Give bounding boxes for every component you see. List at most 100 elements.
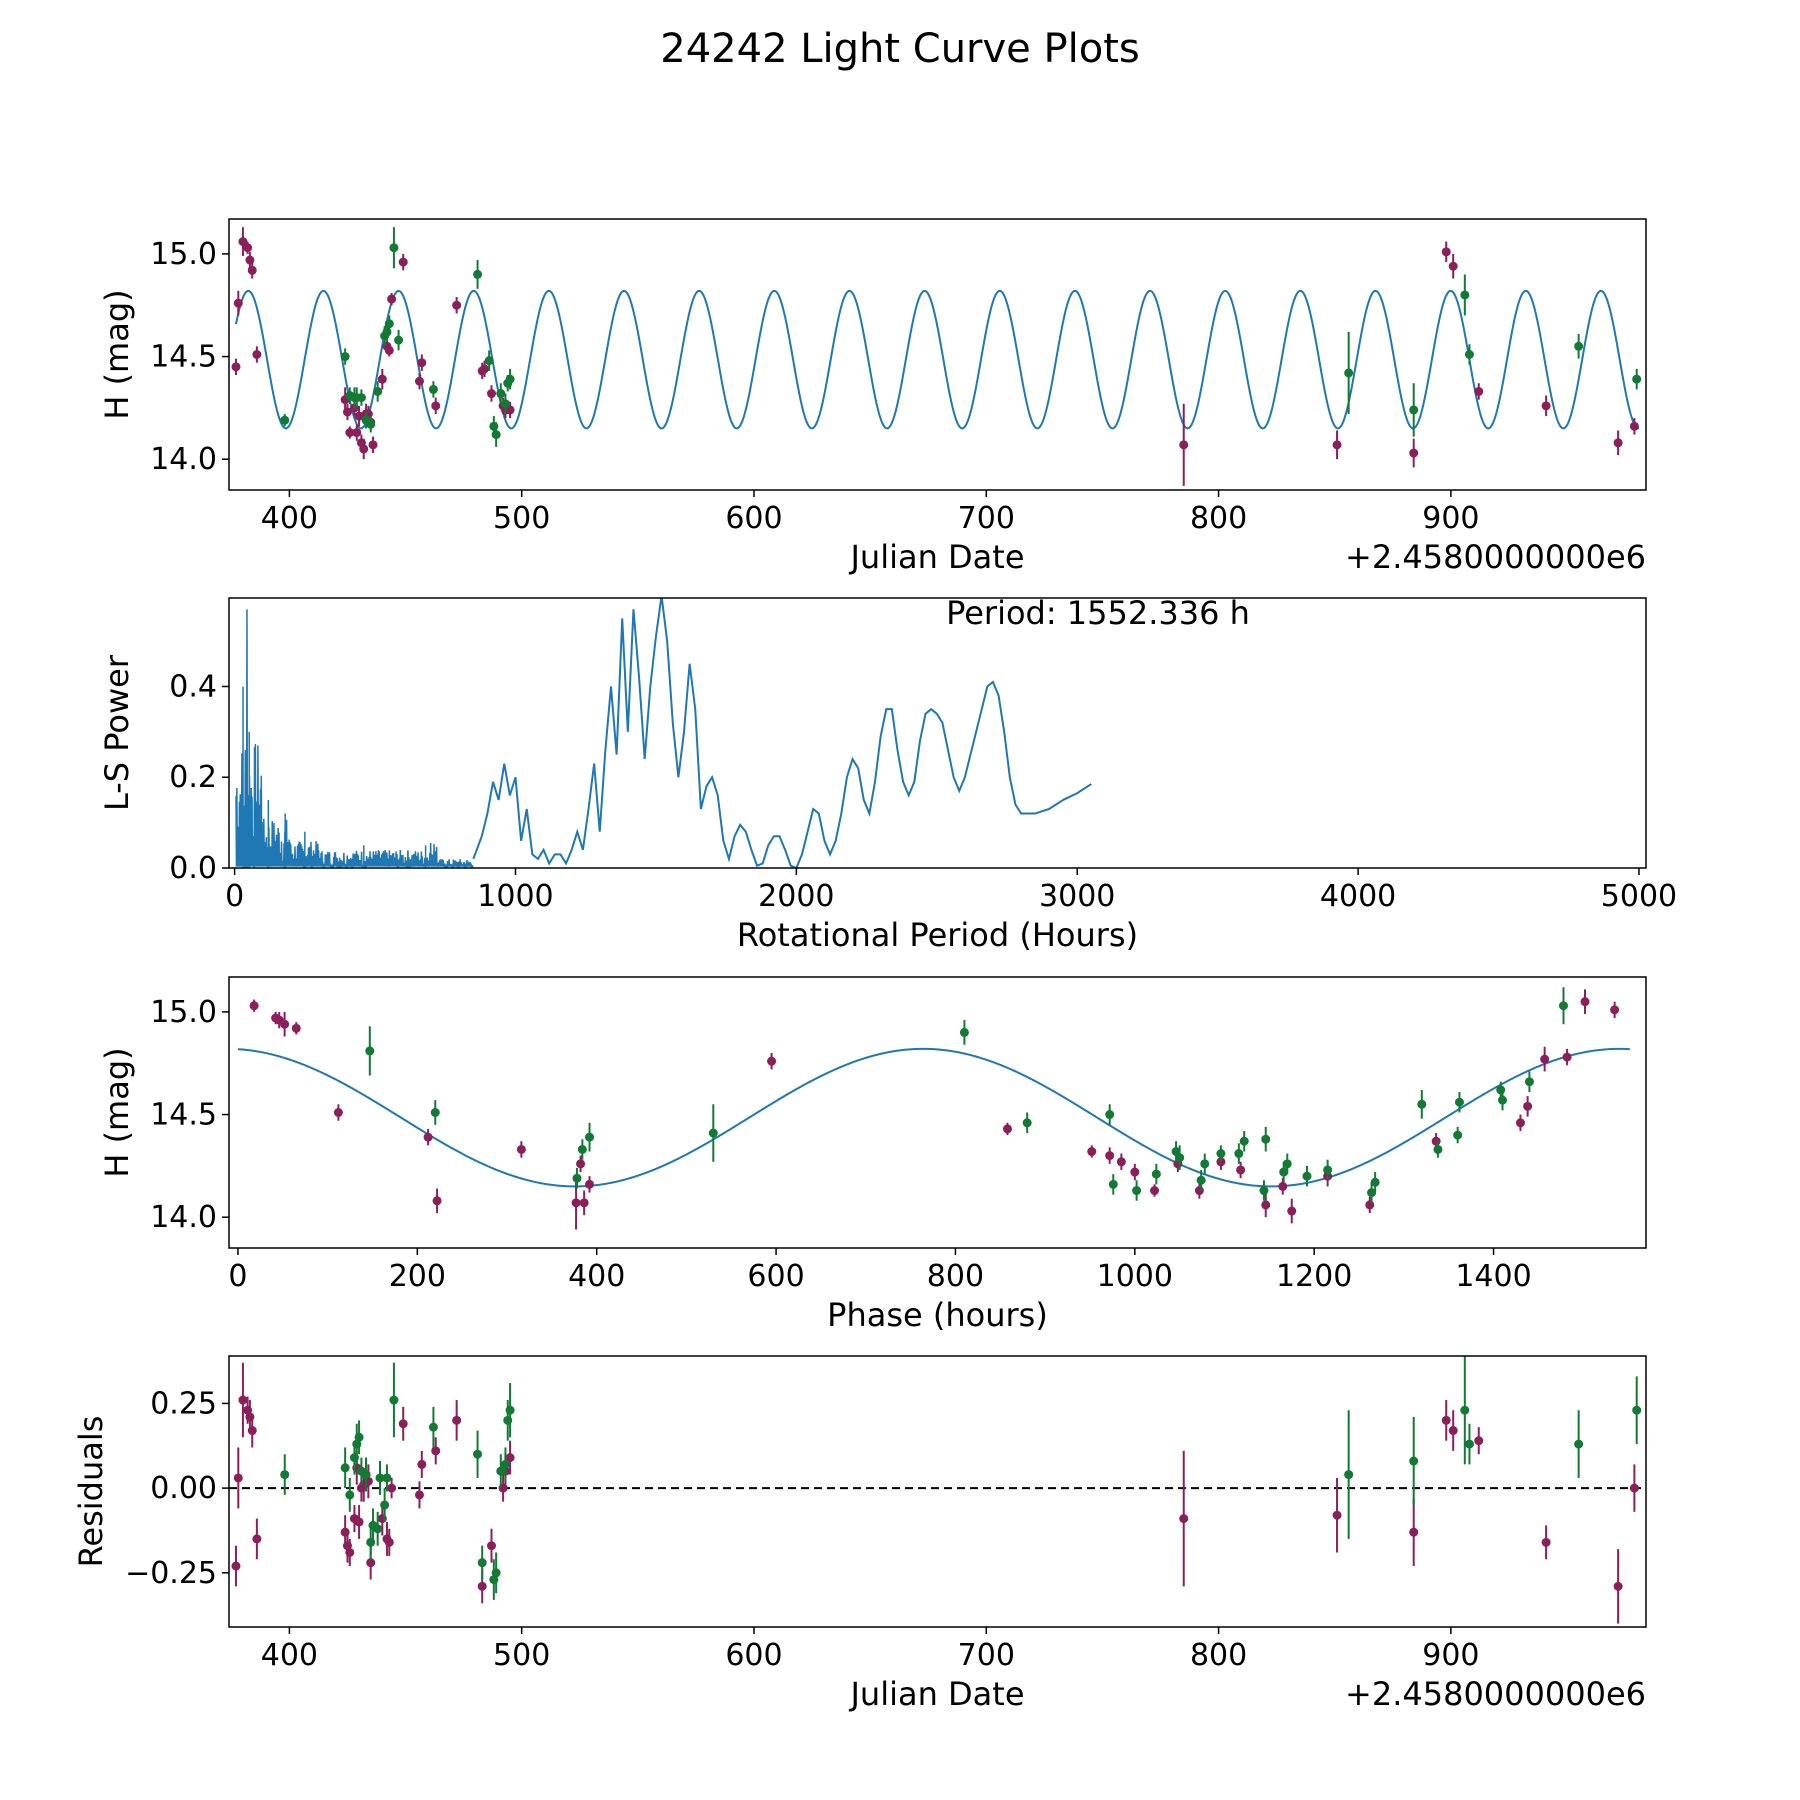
data-point [398, 257, 408, 267]
x-tick-label: 1400 [1455, 1259, 1531, 1294]
x-tick-label: 1000 [477, 879, 553, 914]
data-point [477, 1558, 487, 1568]
data-point [387, 294, 397, 304]
y-tick-label: 14.5 [150, 1098, 217, 1133]
data-point [414, 1490, 424, 1500]
x-offset-label: +2.4580000000e6 [1345, 538, 1646, 576]
data-point [387, 1483, 397, 1493]
x-tick-label: 1000 [1097, 1259, 1173, 1294]
data-point [389, 243, 399, 253]
data-point [280, 1019, 290, 1029]
x-tick-label: 400 [568, 1259, 625, 1294]
data-point [247, 1426, 257, 1436]
data-point [577, 1144, 587, 1154]
axes-frame [228, 1355, 1647, 1628]
data-point [1259, 1186, 1269, 1196]
data-point [354, 411, 364, 421]
data-point [708, 1128, 718, 1138]
y-tick-label: 0.2 [169, 760, 217, 795]
data-point [500, 399, 510, 409]
x-axis-label: Rotational Period (Hours) [737, 916, 1138, 954]
data-point [1558, 1001, 1568, 1011]
data-point [249, 1001, 259, 1011]
data-point [1151, 1169, 1161, 1179]
data-point [1105, 1110, 1115, 1120]
data-point [576, 1159, 586, 1169]
data-point [1574, 1439, 1584, 1449]
data-point [354, 1517, 364, 1527]
data-point [373, 1524, 383, 1534]
data-point [1409, 1456, 1419, 1466]
series-band-b [365, 987, 1568, 1203]
data-point [1474, 1436, 1484, 1446]
periodogram-short-period-forest [235, 609, 474, 868]
data-point [1474, 386, 1484, 396]
data-point [480, 364, 490, 374]
data-point [1632, 374, 1642, 384]
residuals-panel: 400 500 600 700 800 900 −0.25 0.00 0.25 Julian Da… [72, 1355, 1647, 1713]
data-point [384, 319, 394, 329]
data-point [1433, 1144, 1443, 1154]
data-point [486, 389, 496, 399]
data-point [585, 1179, 595, 1189]
data-point [1613, 438, 1623, 448]
data-point [477, 1581, 487, 1591]
y-tick-label: 0.00 [150, 1471, 217, 1506]
data-point [1002, 1124, 1012, 1134]
y-axis-label: H (mag) [98, 289, 136, 419]
x-axis-label: Phase (hours) [827, 1296, 1048, 1334]
data-point [767, 1056, 777, 1066]
data-point [414, 376, 424, 386]
plot-area [231, 227, 1642, 486]
data-point [1460, 1405, 1470, 1415]
data-point [505, 1453, 515, 1463]
data-point [1409, 448, 1419, 458]
data-point [500, 1459, 510, 1469]
y-tick-label: 14.0 [150, 442, 217, 477]
model-curve [237, 1047, 1630, 1188]
periodogram-line [472, 598, 1092, 868]
data-point [423, 1132, 433, 1142]
x-tick-label: 5000 [1601, 879, 1677, 914]
data-point [361, 1470, 371, 1480]
x-tick-label: 200 [389, 1259, 446, 1294]
phase-curve-panel: 0 200 400 600 800 1000 1200 1400 14.0 14.5 15.0 Pha… [98, 976, 1647, 1334]
data-point [1150, 1186, 1160, 1196]
data-point [491, 430, 501, 440]
data-point [356, 393, 366, 403]
data-point [452, 1415, 462, 1425]
data-point [1523, 1101, 1533, 1111]
data-point [1278, 1181, 1288, 1191]
data-point [1629, 1483, 1639, 1493]
data-point [368, 440, 378, 450]
data-point [1344, 1470, 1354, 1480]
data-point [1448, 261, 1458, 271]
data-point [1344, 368, 1354, 378]
data-point [473, 269, 483, 279]
data-point [1409, 1527, 1419, 1537]
x-tick-label: 900 [1422, 501, 1479, 536]
x-tick-label: 2000 [758, 879, 834, 914]
data-point [1441, 1415, 1451, 1425]
data-point [1332, 1510, 1342, 1520]
series-band-b [280, 1356, 1642, 1600]
data-point [1541, 1537, 1551, 1547]
data-point [1179, 440, 1189, 450]
data-point [1498, 1095, 1508, 1105]
data-point [417, 358, 427, 368]
data-point [1367, 1188, 1377, 1198]
axes-frame [228, 597, 1647, 869]
data-point [384, 1537, 394, 1547]
data-point [1302, 1171, 1312, 1181]
data-point [1261, 1134, 1271, 1144]
data-point [352, 428, 362, 438]
data-point [231, 1561, 241, 1571]
y-tick-label: 15.0 [150, 237, 217, 272]
data-point [1234, 1149, 1244, 1159]
data-point [366, 419, 376, 429]
data-point [959, 1027, 969, 1037]
data-point [1464, 350, 1474, 359]
data-point [394, 335, 404, 345]
data-point [1332, 440, 1342, 450]
data-point [1200, 1159, 1210, 1169]
